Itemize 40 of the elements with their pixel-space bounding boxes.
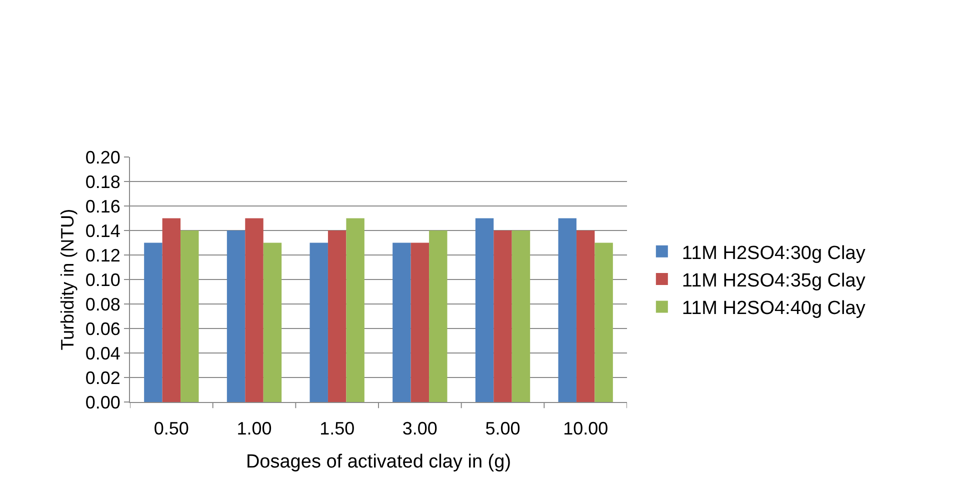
bar xyxy=(512,230,530,402)
x-tick-label: 1.50 xyxy=(320,418,355,439)
y-axis-title: Turbidity in (NTU) xyxy=(58,208,78,350)
bar xyxy=(162,218,181,402)
bar xyxy=(576,230,595,402)
x-tick-label: 10.00 xyxy=(563,418,608,439)
y-tick-label: 0.10 xyxy=(85,270,120,290)
bar xyxy=(429,230,448,402)
x-tick-label: 5.00 xyxy=(485,418,520,439)
bar xyxy=(226,230,246,402)
bar xyxy=(410,242,430,402)
x-tick-label: 1.00 xyxy=(236,418,272,439)
y-tick-label: 0.04 xyxy=(85,343,120,364)
bar xyxy=(310,242,328,402)
y-tick-label: 0.16 xyxy=(85,196,120,216)
bar xyxy=(245,218,264,402)
bar xyxy=(594,242,613,402)
y-tick-label: 0.08 xyxy=(85,294,120,314)
y-tick-label: 0.14 xyxy=(85,220,120,241)
x-tick-label: 3.00 xyxy=(402,418,438,439)
legend-label: 11M H2SO4:30g Clay xyxy=(682,242,866,264)
y-tick-label: 0.02 xyxy=(85,368,120,388)
bar xyxy=(263,242,282,402)
bar xyxy=(346,218,364,402)
legend-label: 11M H2SO4:35g Clay xyxy=(682,270,866,292)
bar xyxy=(180,230,199,402)
bar xyxy=(475,218,494,402)
bar xyxy=(392,242,411,402)
y-tick-label: 0.00 xyxy=(85,392,120,412)
y-tick-label: 0.18 xyxy=(85,172,120,192)
bar xyxy=(558,218,576,402)
bar xyxy=(144,242,162,402)
legend-label: 11M H2SO4:40g Clay xyxy=(682,298,866,320)
bar xyxy=(328,230,346,402)
x-axis-title: Dosages of activated clay in (g) xyxy=(246,451,512,472)
y-tick-label: 0.20 xyxy=(85,147,120,168)
y-tick-label: 0.06 xyxy=(85,318,120,339)
x-tick-label: 0.50 xyxy=(154,418,189,439)
y-tick-label: 0.12 xyxy=(85,245,120,266)
bar xyxy=(494,230,512,402)
